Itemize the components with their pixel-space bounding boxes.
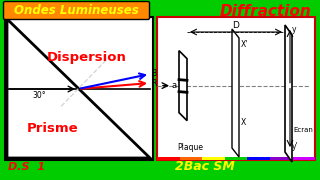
Bar (5, 17, 153, 160)
Text: Prisme: Prisme (27, 122, 78, 135)
Text: Diffraction: Diffraction (220, 3, 312, 19)
Text: X': X' (241, 40, 248, 49)
Text: y: y (292, 25, 297, 34)
Bar (180, 157, 202, 160)
Text: Ecran: Ecran (293, 127, 313, 133)
Text: B: B (151, 69, 156, 78)
Text: a: a (171, 81, 176, 90)
Text: 2Bac SM: 2Bac SM (175, 160, 235, 173)
Text: Dispersion: Dispersion (46, 51, 126, 64)
Bar (292, 157, 315, 160)
Text: X: X (241, 118, 246, 127)
Bar (202, 157, 225, 160)
Polygon shape (179, 51, 187, 121)
Polygon shape (285, 25, 292, 162)
Text: Plaque: Plaque (177, 143, 203, 152)
Text: D.S  1: D.S 1 (8, 162, 45, 172)
Bar (157, 157, 180, 160)
Polygon shape (232, 29, 239, 157)
Bar (247, 157, 270, 160)
Text: 30°: 30° (32, 91, 46, 100)
Bar (225, 157, 247, 160)
Text: y': y' (292, 142, 299, 151)
Bar (157, 17, 315, 160)
Text: Ondes Lumineuses: Ondes Lumineuses (14, 4, 138, 17)
Text: D: D (233, 21, 239, 30)
Text: R: R (151, 78, 156, 87)
FancyBboxPatch shape (4, 1, 149, 19)
Bar (270, 157, 292, 160)
